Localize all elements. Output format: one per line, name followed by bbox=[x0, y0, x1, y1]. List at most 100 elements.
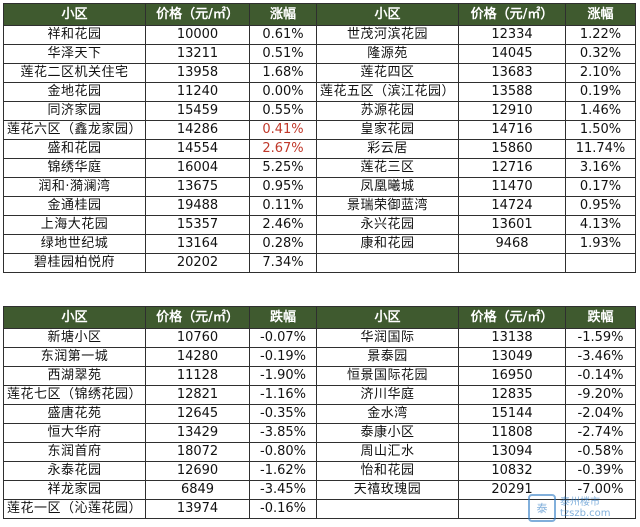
price-value: 14716 bbox=[458, 120, 566, 140]
col-header-community: 小区 bbox=[3, 3, 146, 26]
table-row: 莲花一区（沁莲花园） 13974 -0.16% bbox=[3, 499, 636, 519]
col-header-change: 涨幅 bbox=[565, 3, 636, 26]
change-value: 0.11% bbox=[249, 196, 317, 216]
change-value: 11.74% bbox=[565, 139, 636, 159]
change-value: 1.22% bbox=[565, 25, 636, 45]
community-name: 莲花三区 bbox=[316, 158, 459, 178]
change-value: -3.46% bbox=[565, 347, 636, 367]
community-name: 莲花七区（锦绣花园） bbox=[3, 385, 146, 405]
table-row: 西湖翠苑 11128 -1.90% 恒景国际花园 16950 -0.14% bbox=[3, 366, 636, 386]
table-row: 新塘小区 10760 -0.07% 华润国际 13138 -1.59% bbox=[3, 328, 636, 348]
table-row: 华泽天下 13211 0.51% 隆源苑 14045 0.32% bbox=[3, 44, 636, 64]
change-value: -2.74% bbox=[565, 423, 636, 443]
price-value: 12716 bbox=[458, 158, 566, 178]
change-value bbox=[565, 253, 636, 273]
community-name: 恒大华府 bbox=[3, 423, 146, 443]
change-value: -3.85% bbox=[249, 423, 317, 443]
change-value: 0.28% bbox=[249, 234, 317, 254]
price-value: 15144 bbox=[458, 404, 566, 424]
col-header-change: 跌幅 bbox=[565, 306, 636, 329]
change-value: -3.45% bbox=[249, 480, 317, 500]
price-value: 9468 bbox=[458, 234, 566, 254]
community-name: 东润首府 bbox=[3, 442, 146, 462]
table-header-row: 小区 价格（元/㎡） 涨幅 小区 价格（元/㎡） 涨幅 bbox=[3, 3, 636, 26]
price-value: 11240 bbox=[145, 82, 250, 102]
price-value: 11470 bbox=[458, 177, 566, 197]
community-name: 天禧玫瑰园 bbox=[316, 480, 459, 500]
price-value bbox=[458, 253, 566, 273]
table-row: 东润第一城 14280 -0.19% 景泰园 13049 -3.46% bbox=[3, 347, 636, 367]
price-fall-table: 小区 价格（元/㎡） 跌幅 小区 价格（元/㎡） 跌幅 新塘小区 10760 -0.… bbox=[3, 306, 636, 519]
watermark-site: 泰州楼市 bbox=[560, 497, 600, 508]
community-name: 金地花园 bbox=[3, 82, 146, 102]
price-value: 13958 bbox=[145, 63, 250, 83]
change-value: 2.46% bbox=[249, 215, 317, 235]
community-name: 金通桂园 bbox=[3, 196, 146, 216]
price-value: 16950 bbox=[458, 366, 566, 386]
price-value: 13049 bbox=[458, 347, 566, 367]
table-row: 盛和花园 14554 2.67% 彩云居 15860 11.74% bbox=[3, 139, 636, 159]
community-name: 泰康小区 bbox=[316, 423, 459, 443]
community-name: 莲花六区（鑫龙家园） bbox=[3, 120, 146, 140]
change-value: -0.80% bbox=[249, 442, 317, 462]
community-name: 苏源花园 bbox=[316, 101, 459, 121]
change-value: -1.16% bbox=[249, 385, 317, 405]
table-row: 同济家园 15459 0.55% 苏源花园 12910 1.46% bbox=[3, 101, 636, 121]
price-value: 13588 bbox=[458, 82, 566, 102]
community-name: 东润第一城 bbox=[3, 347, 146, 367]
col-header-price: 价格（元/㎡） bbox=[458, 3, 566, 26]
price-value: 13974 bbox=[145, 499, 250, 519]
community-name: 永泰花园 bbox=[3, 461, 146, 481]
price-value: 11128 bbox=[145, 366, 250, 386]
change-value: 1.93% bbox=[565, 234, 636, 254]
community-name: 金水湾 bbox=[316, 404, 459, 424]
table-row: 莲花六区（鑫龙家园） 14286 0.41% 皇家花园 14716 1.50% bbox=[3, 120, 636, 140]
col-header-price: 价格（元/㎡） bbox=[145, 3, 250, 26]
community-name: 润和·漪澜湾 bbox=[3, 177, 146, 197]
community-name: 莲花五区（滨江花园） bbox=[316, 82, 459, 102]
community-name: 新塘小区 bbox=[3, 328, 146, 348]
table-row: 东润首府 18072 -0.80% 周山汇水 13094 -0.58% bbox=[3, 442, 636, 462]
change-value: -9.20% bbox=[565, 385, 636, 405]
community-name: 锦绣华庭 bbox=[3, 158, 146, 178]
community-name: 盛和花园 bbox=[3, 139, 146, 159]
change-value: 0.61% bbox=[249, 25, 317, 45]
change-value: -1.90% bbox=[249, 366, 317, 386]
price-value: 10000 bbox=[145, 25, 250, 45]
price-value: 12690 bbox=[145, 461, 250, 481]
community-name: 莲花四区 bbox=[316, 63, 459, 83]
community-name: 绿地世纪城 bbox=[3, 234, 146, 254]
site-watermark: 泰 泰州楼市 tzszb.com bbox=[528, 493, 636, 523]
price-value: 10832 bbox=[458, 461, 566, 481]
community-name: 永兴花园 bbox=[316, 215, 459, 235]
change-value: 0.55% bbox=[249, 101, 317, 121]
change-value: -0.19% bbox=[249, 347, 317, 367]
community-name: 碧桂园柏悦府 bbox=[3, 253, 146, 273]
change-value: 0.19% bbox=[565, 82, 636, 102]
community-name: 景瑞荣御蓝湾 bbox=[316, 196, 459, 216]
price-value: 13164 bbox=[145, 234, 250, 254]
price-value: 12835 bbox=[458, 385, 566, 405]
community-name: 隆源苑 bbox=[316, 44, 459, 64]
table-row: 祥龙家园 6849 -3.45% 天禧玫瑰园 20291 -7.00% bbox=[3, 480, 636, 500]
change-value: 1.46% bbox=[565, 101, 636, 121]
change-value: -2.04% bbox=[565, 404, 636, 424]
change-value: 0.41% bbox=[249, 120, 317, 140]
col-header-community: 小区 bbox=[316, 3, 459, 26]
change-value: -7.00% bbox=[565, 480, 636, 500]
price-value: 18072 bbox=[145, 442, 250, 462]
community-name: 华润国际 bbox=[316, 328, 459, 348]
change-value: -0.39% bbox=[565, 461, 636, 481]
price-value: 13675 bbox=[145, 177, 250, 197]
table-row: 锦绣华庭 16004 5.25% 莲花三区 12716 3.16% bbox=[3, 158, 636, 178]
change-value: 1.50% bbox=[565, 120, 636, 140]
price-value: 13429 bbox=[145, 423, 250, 443]
community-name: 莲花二区机关住宅 bbox=[3, 63, 146, 83]
house-logo-icon: 泰 bbox=[528, 494, 556, 522]
change-value: 0.00% bbox=[249, 82, 317, 102]
community-name: 上海大花园 bbox=[3, 215, 146, 235]
community-name: 祥龙家园 bbox=[3, 480, 146, 500]
change-value: 7.34% bbox=[249, 253, 317, 273]
change-value: -0.07% bbox=[249, 328, 317, 348]
community-name: 恒景国际花园 bbox=[316, 366, 459, 386]
